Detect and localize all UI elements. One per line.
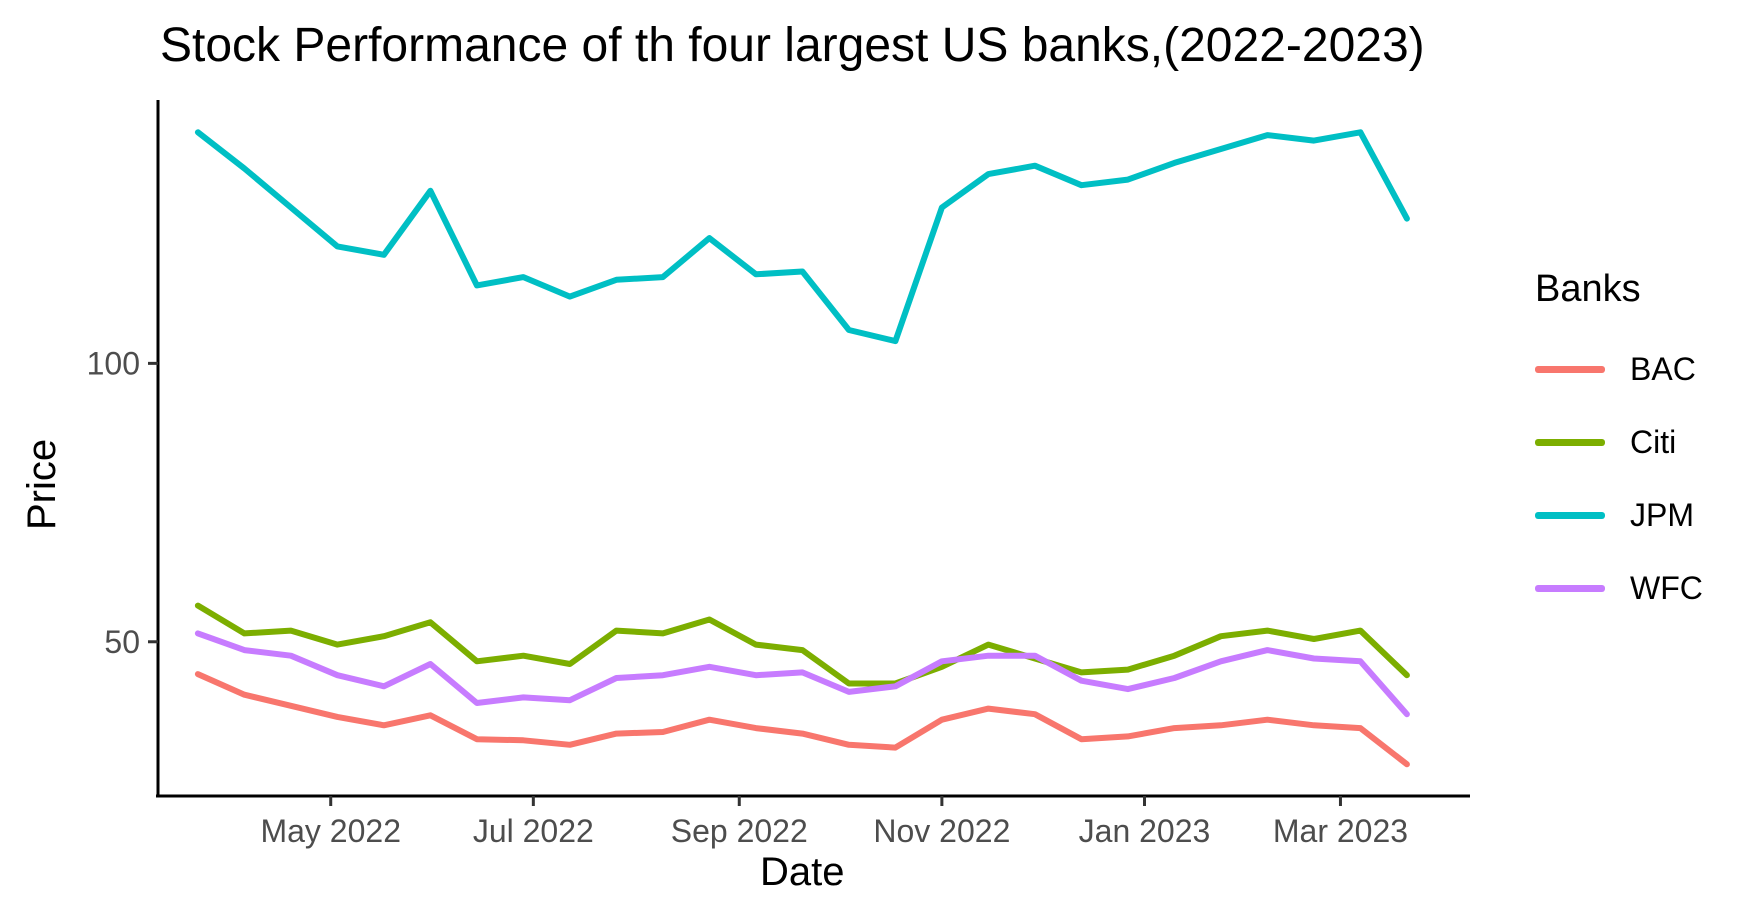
legend-swatch <box>1535 585 1605 592</box>
legend: Banks BAC Citi JPM WFC <box>1535 268 1703 625</box>
legend-title: Banks <box>1535 268 1641 310</box>
legend-label: Citi <box>1630 424 1677 460</box>
y-axis-label: Price <box>20 438 64 530</box>
x-tick-label: Mar 2023 <box>1273 813 1408 849</box>
y-ticks: 50 100 <box>87 345 158 660</box>
legend-swatch <box>1535 366 1605 373</box>
legend-swatch <box>1535 512 1605 519</box>
series-line-bac <box>194 671 1410 768</box>
legend-label: JPM <box>1630 497 1694 533</box>
x-axis-label: Date <box>760 850 845 894</box>
x-tick-label: Sep 2022 <box>671 813 808 849</box>
legend-item-bac: BAC <box>1535 333 1703 406</box>
series-line-citi <box>194 602 1410 687</box>
series-line-wfc <box>194 630 1410 718</box>
legend-items: BAC Citi JPM WFC <box>1535 333 1703 625</box>
y-tick-label: 50 <box>104 624 140 660</box>
x-ticks: May 2022 Jul 2022 Sep 2022 Nov 2022 Jan 2023… <box>260 796 1408 849</box>
legend-item-wfc: WFC <box>1535 552 1703 625</box>
x-tick-label: Nov 2022 <box>873 813 1010 849</box>
legend-label: BAC <box>1630 351 1696 387</box>
series-line-jpm <box>194 129 1410 345</box>
legend-swatch <box>1535 439 1605 446</box>
legend-label: WFC <box>1630 570 1703 606</box>
series-layer <box>194 129 1410 768</box>
x-tick-label: May 2022 <box>260 813 401 849</box>
y-tick-label: 100 <box>87 345 140 381</box>
x-tick-label: Jul 2022 <box>473 813 594 849</box>
legend-item-citi: Citi <box>1535 406 1703 479</box>
x-tick-label: Jan 2023 <box>1079 813 1211 849</box>
chart-title: Stock Performance of th four largest US … <box>160 19 1425 72</box>
legend-item-jpm: JPM <box>1535 479 1703 552</box>
